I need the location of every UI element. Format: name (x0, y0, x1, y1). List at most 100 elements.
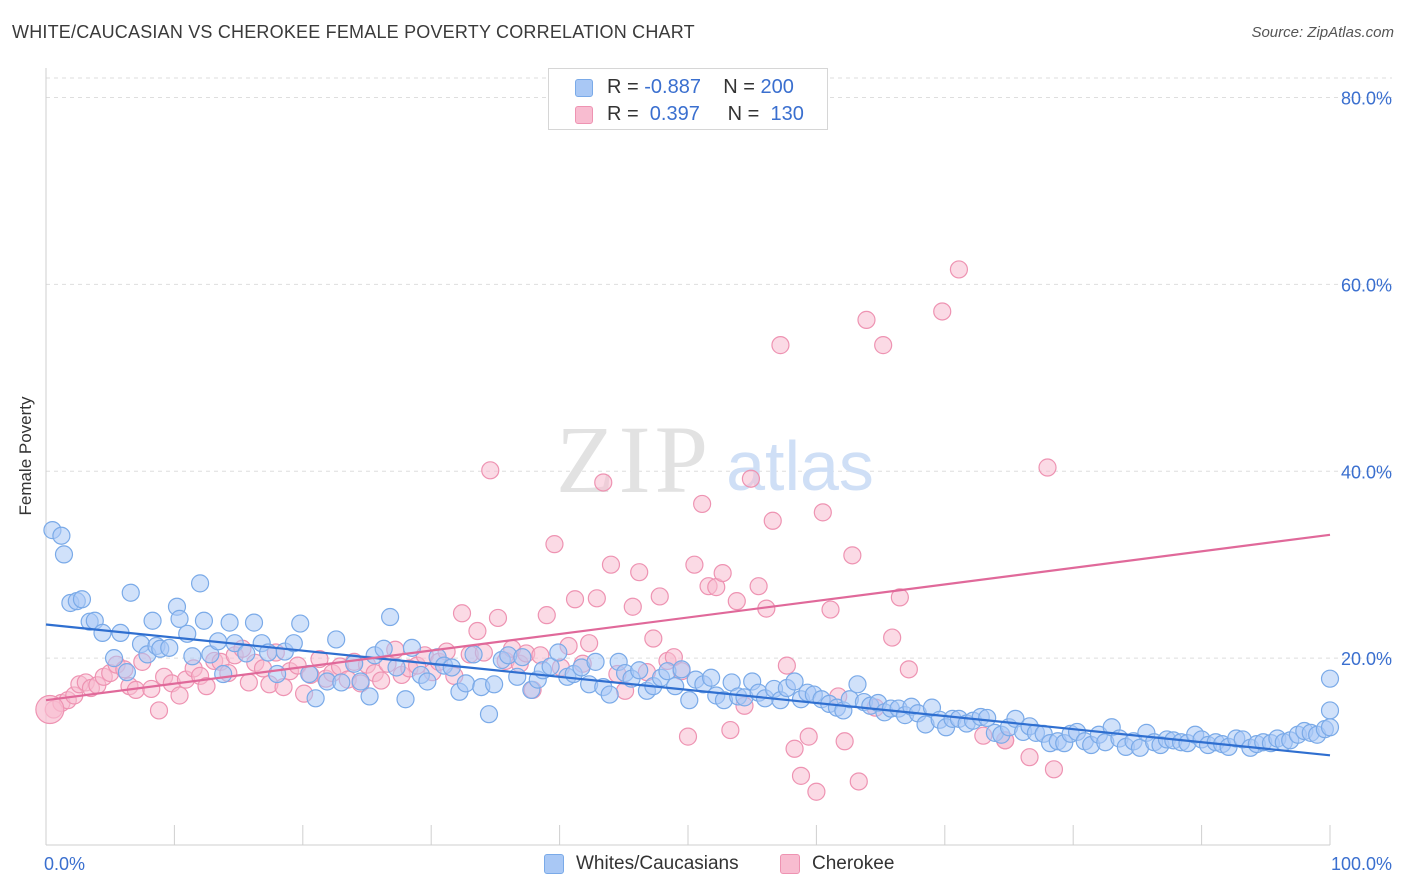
whites-point (220, 613, 239, 632)
cherokee-point (545, 535, 564, 554)
cherokee-point (197, 677, 216, 696)
whites-point (327, 630, 346, 649)
cherokee-point (799, 727, 818, 746)
cherokee-point (650, 587, 669, 606)
trend-lines (45, 533, 1331, 757)
cherokee-point (843, 546, 862, 565)
cherokee-point (452, 604, 472, 623)
legend-swatch-cherokee (575, 106, 593, 124)
whites-point (702, 668, 721, 687)
cherokee-point (883, 628, 902, 647)
cherokee-point (791, 766, 811, 785)
whites-point (630, 661, 649, 680)
source-label: Source: ZipAtlas.com (1251, 24, 1394, 41)
watermark-zip: ZIP (556, 406, 712, 513)
whites-point (93, 623, 112, 642)
cherokee-point (835, 732, 854, 751)
x-tick-labels: 0.0% 100.0% (44, 854, 1392, 874)
cherokee-point (35, 694, 65, 725)
whites-point (194, 611, 214, 630)
whites-point (464, 645, 483, 664)
whites-point (121, 583, 140, 602)
cherokee-point (933, 302, 952, 321)
cherokee-point (601, 555, 621, 574)
whites-point (244, 613, 264, 632)
whites-point (170, 609, 189, 628)
y-tick-label: 60.0% (1341, 275, 1392, 295)
cherokee-point (890, 588, 909, 607)
cherokee-point (713, 563, 732, 583)
cherokee-point (777, 656, 796, 675)
cherokee-point (813, 503, 832, 522)
cherokee-point (899, 660, 918, 679)
cherokee-point (623, 597, 642, 616)
whites-trend-line (45, 623, 1331, 757)
whites-point (456, 674, 475, 693)
legend-row-cherokee: R = 0.397 N = 130 (549, 101, 827, 127)
legend-n-label: N = (727, 103, 765, 125)
whites-point (549, 643, 568, 662)
cherokee-point (721, 720, 740, 740)
y-tick-labels: 20.0% 40.0% 60.0% 80.0% (1341, 89, 1392, 670)
whites-point (600, 685, 619, 704)
cherokee-point (630, 563, 649, 582)
whites-point (586, 652, 605, 671)
whites-point (345, 654, 364, 673)
whites-point (72, 590, 92, 609)
whites-point (680, 691, 699, 710)
cherokee-point (594, 473, 613, 492)
whites-point (52, 526, 71, 545)
whites-point (785, 672, 804, 691)
cherokee-point (537, 606, 556, 625)
whites-point (978, 708, 997, 728)
legend-swatch-whites (575, 79, 593, 97)
cherokee-point (481, 461, 500, 480)
whites-point (284, 634, 303, 653)
legend-label-cherokee: Cherokee (812, 853, 895, 874)
cherokee-point (807, 782, 826, 801)
cherokee-point (1044, 760, 1064, 779)
cherokee-point (821, 600, 840, 619)
chart-title: WHITE/CAUCASIAN VS CHEROKEE FEMALE POVER… (12, 22, 695, 42)
whites-points (43, 521, 1340, 757)
legend-r-value-cherokee: 0.397 (644, 103, 700, 125)
cherokee-point (488, 608, 508, 628)
cherokee-point (949, 260, 969, 279)
legend-swatch-cherokee (780, 854, 800, 874)
legend-row-whites: R = -0.887 N = 200 (549, 74, 827, 100)
x-tick-label: 0.0% (44, 854, 85, 874)
whites-point (513, 648, 532, 667)
whites-point (387, 658, 406, 677)
cherokee-point (587, 589, 606, 608)
whites-point (485, 675, 504, 694)
legend-label-whites: Whites/Caucasians (576, 853, 739, 874)
cherokee-trend-line (45, 533, 1331, 702)
cherokee-point (849, 772, 868, 791)
whites-point (143, 611, 162, 630)
cherokee-point (685, 555, 704, 574)
cherokee-point (372, 671, 391, 690)
whites-point (183, 647, 202, 666)
cherokee-point (727, 592, 746, 611)
whites-point (351, 672, 370, 691)
cherokee-point (763, 511, 782, 530)
whites-point (381, 607, 400, 627)
whites-point (291, 614, 310, 633)
cherokee-point (874, 336, 893, 355)
legend-n-value-cherokee: 130 (764, 103, 804, 125)
y-tick-label: 40.0% (1341, 462, 1392, 482)
whites-point (360, 687, 379, 706)
cherokee-point (149, 701, 169, 720)
whites-point (160, 638, 179, 657)
y-tick-label: 80.0% (1341, 89, 1392, 109)
y-tick-label: 20.0% (1341, 649, 1392, 669)
whites-point (104, 649, 124, 668)
cherokee-point (1020, 748, 1039, 767)
correlation-legend: R = -0.887 N = 200 R = 0.397 N = 130 (548, 68, 828, 130)
cherokee-point (749, 577, 768, 596)
series-legend: Whites/Caucasians Cherokee (0, 852, 1406, 878)
whites-point (396, 690, 415, 709)
cherokee-point (170, 686, 189, 705)
whites-point (237, 644, 256, 663)
whites-point (374, 639, 393, 658)
